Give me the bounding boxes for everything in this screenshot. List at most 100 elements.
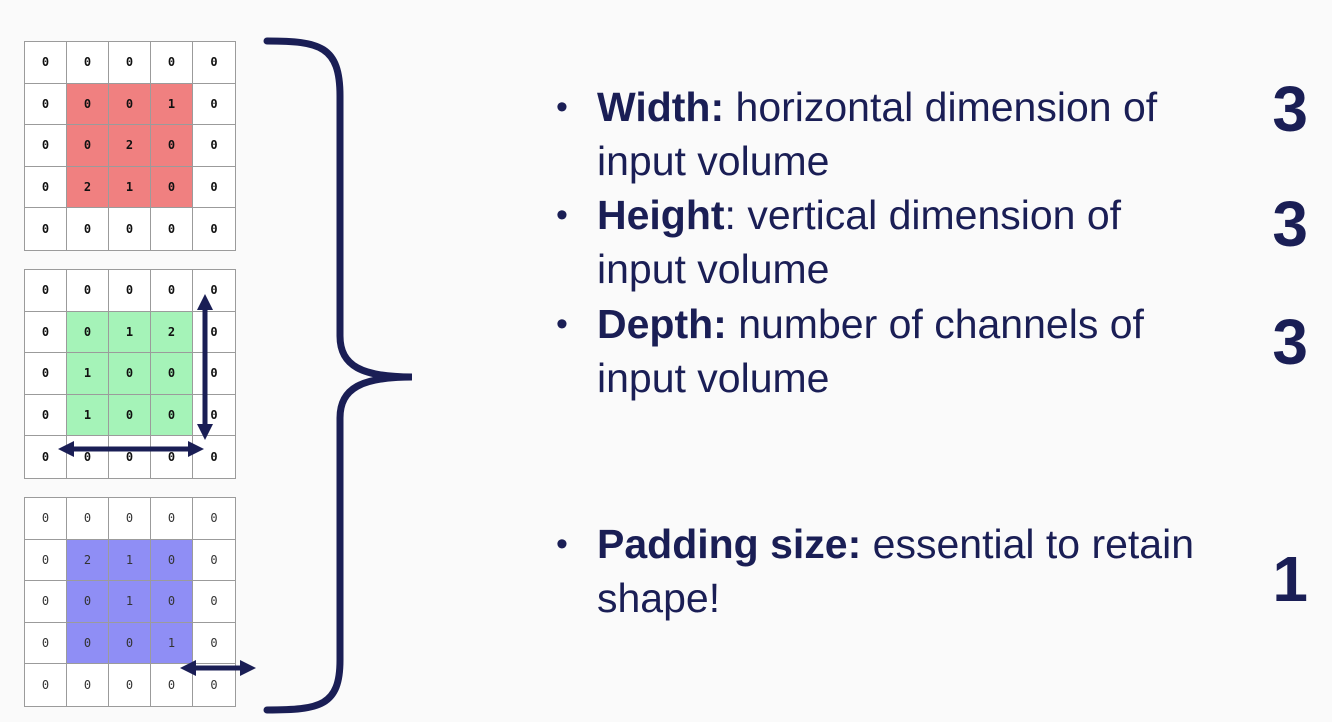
grid-cell: 0 <box>67 311 109 354</box>
grid-cell: 0 <box>151 394 193 437</box>
grid-cell: 2 <box>151 311 193 354</box>
bullet-term: Height <box>597 192 725 238</box>
grid-cell: 0 <box>151 436 193 478</box>
grid-cell: 0 <box>109 353 151 395</box>
grid-cell: 0 <box>25 622 67 665</box>
grid-cell: 0 <box>109 436 151 478</box>
grid-cell: 0 <box>151 42 193 84</box>
grid-cell: 0 <box>193 353 235 395</box>
bullet-description: : vertical dimension of input volume <box>597 192 1122 292</box>
grid-cell: 0 <box>67 42 109 84</box>
grid-cell: 0 <box>151 581 193 623</box>
grid-cell: 0 <box>193 42 235 84</box>
grid-cell: 0 <box>25 664 67 706</box>
grid-cell: 0 <box>25 125 67 167</box>
grid-cell: 0 <box>193 312 235 354</box>
grid-cell: 2 <box>67 539 109 582</box>
grid-cell: 2 <box>109 125 151 167</box>
bullet-term: Depth: <box>597 301 727 347</box>
padding-value: 1 <box>1272 543 1308 615</box>
bullet-dot: • <box>556 88 568 126</box>
grid-cell: 0 <box>151 270 193 312</box>
grid-cell: 0 <box>193 84 235 126</box>
grid-cell: 2 <box>67 166 109 209</box>
grid-cell: 1 <box>109 166 151 209</box>
bullet-depth: • Depth: number of channels of input vol… <box>556 297 1196 405</box>
grid-cell: 0 <box>25 311 67 354</box>
grid-cell: 0 <box>109 498 151 540</box>
grid-cell: 0 <box>25 436 67 478</box>
grid-cell: 0 <box>210 222 218 237</box>
grid-cell: 0 <box>25 353 67 395</box>
bullet-description: horizontal dimension of input volume <box>597 84 1158 184</box>
bullet-dot: • <box>556 196 568 234</box>
width-value: 3 <box>1272 73 1308 145</box>
bullet-text: Padding size: essential to retain shape! <box>597 517 1196 625</box>
grid-cell: 0 <box>193 125 235 167</box>
grid-cell: 0 <box>25 270 67 312</box>
bullet-dot: • <box>556 525 568 563</box>
grid-cell: 0 <box>210 450 218 465</box>
grid-cell: 0 <box>151 166 193 209</box>
grid-cell: 0 <box>193 270 235 312</box>
grid-cell: 0 <box>193 581 235 623</box>
grid-cell: 0 <box>67 270 109 312</box>
grid-cell: 0 <box>193 540 235 582</box>
grid-cell: 0 <box>151 664 193 706</box>
grid-cell: 1 <box>109 311 151 354</box>
grid-cell: 0 <box>67 664 109 706</box>
grid-cell: 0 <box>193 498 235 540</box>
bullet-term: Width: <box>597 84 725 130</box>
grid-cell: 0 <box>25 166 67 209</box>
grid-cell: 0 <box>109 208 151 250</box>
depth-value: 3 <box>1272 306 1308 378</box>
grid-cell: 0 <box>67 125 109 167</box>
grid-cell: 0 <box>193 623 235 665</box>
bullet-description: essential to retain shape! <box>597 521 1195 621</box>
grid-cell: 0 <box>25 581 67 623</box>
grid-cell: 0 <box>151 539 193 582</box>
grid-cell: 0 <box>25 208 67 250</box>
grid-cell: 0 <box>193 167 235 209</box>
grid-cell: 0 <box>109 622 151 665</box>
height-value: 3 <box>1272 188 1308 260</box>
bullet-text: Height: vertical dimension of input volu… <box>597 188 1196 296</box>
grid-cell: 1 <box>151 83 193 126</box>
grid-cell: 0 <box>151 498 193 540</box>
grid-cell: 0 <box>151 208 193 250</box>
bullet-dot: • <box>556 305 568 343</box>
grid-cell: 1 <box>67 353 109 395</box>
grid-cell: 0 <box>25 42 67 84</box>
bullet-text: Depth: number of channels of input volum… <box>597 297 1196 405</box>
grid-cell: 0 <box>67 436 109 478</box>
grid-cell: 0 <box>67 581 109 623</box>
bullet-width: • Width: horizontal dimension of input v… <box>556 80 1196 188</box>
grid-cell: 0 <box>25 539 67 582</box>
grid-cell: 0 <box>210 678 218 693</box>
bullet-height: • Height: vertical dimension of input vo… <box>556 188 1196 296</box>
grid-cell: 1 <box>67 394 109 437</box>
grid-cell: 0 <box>109 664 151 706</box>
grid-cell: 0 <box>25 498 67 540</box>
grid-cell: 1 <box>151 622 193 665</box>
grid-cell: 0 <box>151 353 193 395</box>
curly-brace <box>263 37 413 714</box>
bullet-padding: • Padding size: essential to retain shap… <box>556 517 1196 625</box>
grid-cell: 0 <box>67 498 109 540</box>
grid-cell: 0 <box>109 42 151 84</box>
grid-cell: 0 <box>67 83 109 126</box>
grid-cell: 0 <box>67 622 109 665</box>
grid-cell: 0 <box>25 394 67 437</box>
grid-cell: 0 <box>109 270 151 312</box>
grid-cell: 1 <box>109 581 151 623</box>
grid-cell: 0 <box>151 125 193 167</box>
grid-cell: 0 <box>67 208 109 250</box>
grid-cell: 0 <box>25 83 67 126</box>
bullet-text: Width: horizontal dimension of input vol… <box>597 80 1196 188</box>
grid-cell: 0 <box>193 395 235 437</box>
grid-cell: 1 <box>109 539 151 582</box>
grid-cell: 0 <box>109 83 151 126</box>
